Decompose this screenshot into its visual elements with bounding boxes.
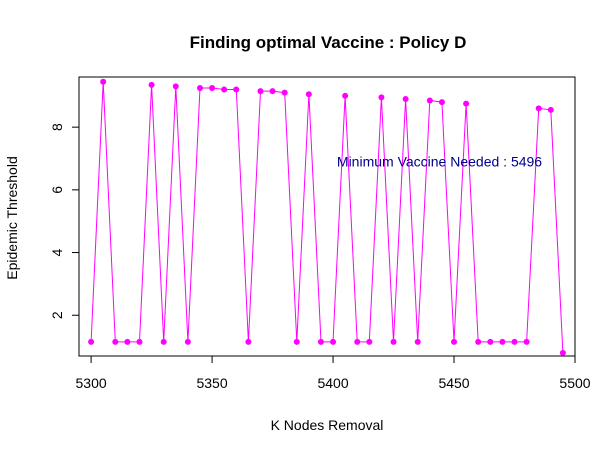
data-point xyxy=(559,349,566,356)
series-line-path xyxy=(90,81,564,353)
data-point xyxy=(366,338,373,345)
data-point xyxy=(463,100,470,107)
data-point xyxy=(511,338,518,345)
y-tick-label: 8 xyxy=(49,123,65,131)
data-point xyxy=(209,84,216,91)
data-point xyxy=(136,338,143,345)
x-axis: 5300 5350 5400 5450 5500 xyxy=(76,356,591,391)
data-point xyxy=(245,338,252,345)
x-axis-label: K Nodes Removal xyxy=(271,417,384,433)
data-point xyxy=(124,338,131,345)
data-point xyxy=(342,92,349,99)
data-point xyxy=(112,338,119,345)
series-line xyxy=(90,81,564,353)
data-point xyxy=(390,338,397,345)
chart-title: Finding optimal Vaccine : Policy D xyxy=(190,33,467,52)
annotation-min-vaccine: Minimum Vaccine Needed : 5496 xyxy=(337,154,542,170)
x-tick-label: 5350 xyxy=(196,375,227,391)
data-point xyxy=(475,338,482,345)
data-point xyxy=(184,338,191,345)
data-point xyxy=(100,78,107,85)
series-points xyxy=(88,78,566,356)
data-point xyxy=(402,95,409,102)
data-point xyxy=(354,338,361,345)
data-point xyxy=(160,338,167,345)
data-point xyxy=(523,338,530,345)
plot-frame xyxy=(78,76,576,357)
data-point xyxy=(378,94,385,101)
y-tick-label: 2 xyxy=(49,311,65,319)
data-point xyxy=(196,84,203,91)
data-point xyxy=(317,338,324,345)
y-tick-label: 6 xyxy=(49,186,65,194)
data-point xyxy=(499,338,506,345)
y-axis-label: Epidemic Threshold xyxy=(4,156,20,279)
data-point xyxy=(233,86,240,93)
y-axis: 2 4 6 8 xyxy=(49,123,79,319)
data-point xyxy=(535,105,542,112)
data-point xyxy=(305,91,312,98)
x-tick-label: 5400 xyxy=(317,375,348,391)
data-point xyxy=(257,88,264,95)
y-tick-label: 4 xyxy=(49,248,65,256)
x-tick-label: 5300 xyxy=(76,375,107,391)
data-point xyxy=(487,338,494,345)
data-point xyxy=(148,81,155,88)
data-point xyxy=(438,99,445,106)
data-point xyxy=(88,338,95,345)
x-tick-label: 5500 xyxy=(559,375,590,391)
data-point xyxy=(293,338,300,345)
data-point xyxy=(172,83,179,90)
data-point xyxy=(330,338,337,345)
x-tick-label: 5450 xyxy=(438,375,469,391)
data-point xyxy=(414,338,421,345)
data-point xyxy=(547,106,554,113)
data-point xyxy=(451,338,458,345)
data-point xyxy=(221,86,228,93)
data-point xyxy=(426,97,433,104)
data-point xyxy=(269,88,276,95)
data-point xyxy=(281,89,288,96)
